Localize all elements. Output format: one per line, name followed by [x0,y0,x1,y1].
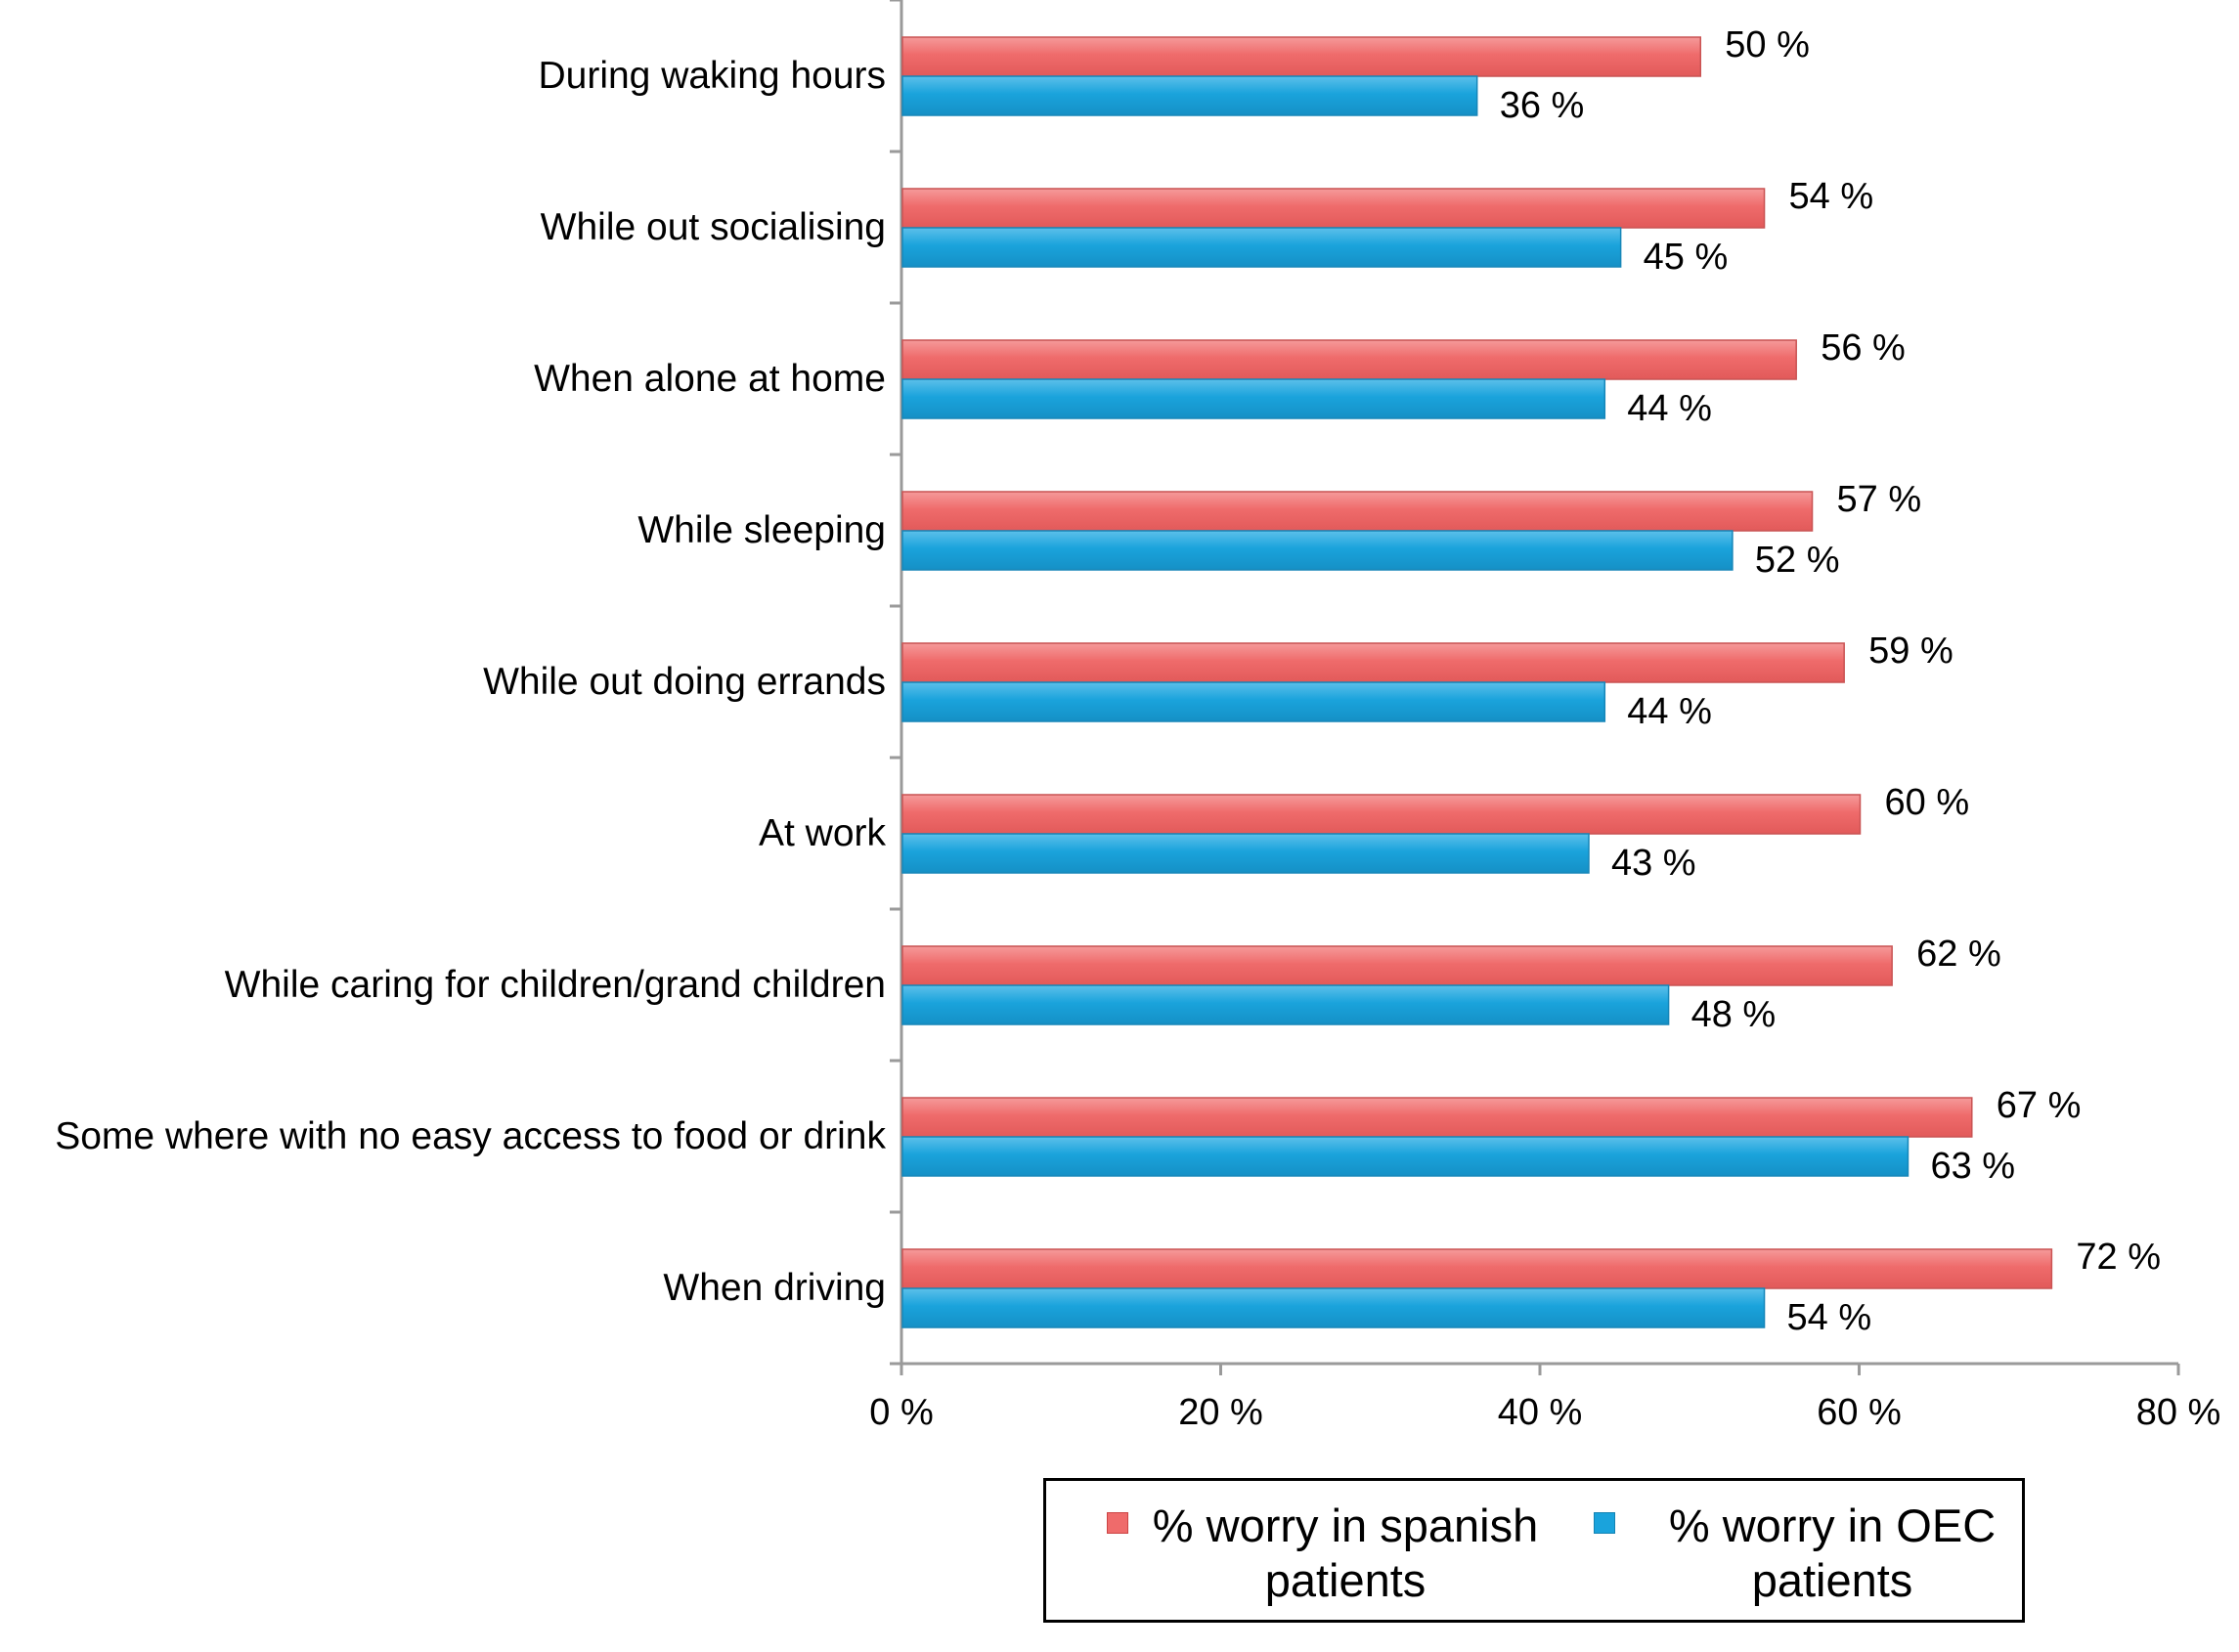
data-label-oec: 36 % [1500,85,1585,126]
data-label-spanish: 67 % [1997,1085,2082,1126]
bar-oec [901,1136,1910,1177]
legend-label-spanish: % worry in spanish patients [1152,1500,1539,1606]
axis-layer: 0 % 20 % 40 % 60 % 80 % [869,0,2220,1433]
data-label-oec: 52 % [1755,540,1840,581]
data-label-oec: 48 % [1691,994,1777,1035]
x-tick-label: 0 % [869,1392,933,1433]
data-label-spanish: 59 % [1868,630,1954,672]
legend: % worry in spanish patients % worry in O… [1043,1478,2025,1623]
x-tick-label: 20 % [1178,1392,1263,1433]
legend-swatch-oec [1594,1512,1615,1534]
legend-label-oec: % worry in OEC patients [1668,1500,1997,1606]
legend-item-oec: % worry in OEC patients [1594,1499,2038,1608]
bar-spanish [901,36,1701,77]
bar-oec [901,833,1590,874]
category-label: While sleeping [637,509,886,551]
category-label: At work [759,812,887,854]
bar-oec [901,530,1734,571]
bar-spanish [901,794,1862,835]
category-label: While out doing errands [483,661,886,703]
data-label-oec: 43 % [1611,843,1696,884]
bar-spanish [901,1097,1973,1138]
bar-oec [901,227,1622,268]
bar-spanish [901,945,1893,986]
bar-oec [901,378,1606,419]
bar-spanish [901,1248,2053,1289]
data-label-oec: 44 % [1627,691,1712,732]
labels-layer: During waking hours While out socialising… [55,24,2161,1338]
category-label: While caring for children/grand children [225,964,886,1006]
bars-layer [901,36,2053,1328]
bar-spanish [901,642,1845,683]
x-tick-label: 40 % [1498,1392,1583,1433]
bar-oec [901,75,1478,116]
bar-spanish [901,188,1766,229]
data-label-spanish: 62 % [1916,934,2001,975]
data-label-spanish: 57 % [1837,479,1922,520]
data-label-oec: 44 % [1627,388,1712,429]
bar-oec [901,1287,1766,1328]
legend-swatch-spanish [1107,1512,1128,1534]
data-label-spanish: 60 % [1885,782,1970,823]
legend-item-spanish: % worry in spanish patients [1107,1499,1551,1608]
category-label: Some where with no easy access to food o… [55,1115,886,1157]
x-tick-label: 60 % [1817,1392,1902,1433]
data-label-spanish: 56 % [1821,327,1906,369]
data-label-oec: 63 % [1930,1146,2015,1187]
data-label-spanish: 72 % [2076,1237,2161,1278]
data-label-spanish: 54 % [1789,176,1874,217]
bar-oec [901,984,1670,1025]
category-label: When alone at home [534,358,886,400]
data-label-spanish: 50 % [1725,24,1810,65]
category-label: During waking hours [538,55,886,97]
bar-oec [901,681,1606,722]
bar-spanish [901,339,1797,380]
data-label-oec: 54 % [1787,1297,1872,1338]
category-label: While out socialising [541,206,886,248]
x-tick-label: 80 % [2136,1392,2221,1433]
category-label: When driving [663,1267,886,1309]
data-label-oec: 45 % [1644,237,1729,278]
bar-spanish [901,491,1814,532]
